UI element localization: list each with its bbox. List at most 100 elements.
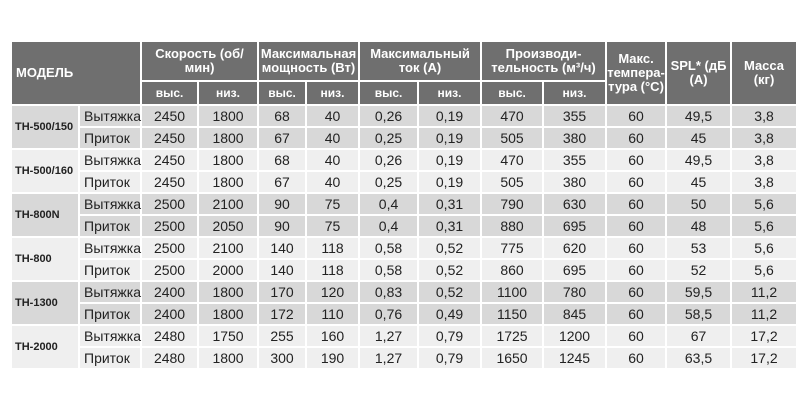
table-row: ТН-800 Вытяжка 2500 2100 140 118 0,58 0,52 775 62… [10, 236, 799, 282]
model-name: ТН-500/160 [10, 148, 80, 194]
value-cell: 630 [542, 192, 608, 216]
value-cell: 845 [542, 302, 608, 326]
value-cell: 68 [257, 148, 308, 172]
value-cell: 0,83 [358, 280, 420, 304]
mode-type: Приток [77, 126, 143, 150]
value-cell: 3,8 [730, 170, 799, 194]
value-cell: 1800 [197, 346, 260, 370]
value-cell: 1150 [480, 302, 545, 326]
specs-table: МОДЕЛЬ Скорость (об/мин) Максимальная мо… [9, 40, 799, 370]
value-cell: 0,76 [358, 302, 420, 326]
table-row: Приток 2450 1800 67 40 0,25 0,19 505 380 60 45 3,8 [11, 126, 799, 150]
value-cell: 1800 [197, 148, 260, 172]
value-cell: 68 [257, 104, 308, 128]
value-cell: 470 [480, 104, 545, 128]
value-cell: 60 [605, 236, 668, 260]
value-cell: 40 [305, 104, 361, 128]
table-row: ТН-800N Вытяжка 2500 2100 90 75 0,4 0,31 790 630 6… [10, 192, 799, 238]
value-cell: 355 [542, 148, 608, 172]
mode-type: Приток [77, 302, 143, 326]
value-cell: 140 [257, 258, 308, 282]
value-cell: 2480 [140, 324, 200, 348]
value-cell: 60 [605, 302, 668, 326]
value-cell: 695 [542, 258, 608, 282]
value-cell: 50 [665, 192, 733, 216]
value-cell: 2100 [197, 192, 260, 216]
value-cell: 0,19 [417, 148, 483, 172]
value-cell: 67 [257, 126, 308, 150]
value-cell: 1800 [197, 170, 260, 194]
header-spl: SPL* (дБ (А) [665, 40, 733, 106]
header-model: МОДЕЛЬ [9, 40, 143, 106]
value-cell: 775 [480, 236, 545, 260]
value-cell: 67 [257, 170, 308, 194]
value-cell: 0,19 [417, 104, 483, 128]
mode-type: Приток [77, 170, 143, 194]
value-cell: 45 [665, 126, 733, 150]
header-mass: Масса (кг) [730, 40, 799, 106]
value-cell: 40 [305, 126, 361, 150]
value-cell: 0,79 [417, 324, 483, 348]
value-cell: 380 [542, 126, 608, 150]
value-cell: 0,25 [358, 126, 420, 150]
value-cell: 120 [305, 280, 361, 304]
value-cell: 0,26 [358, 104, 420, 128]
value-cell: 2450 [140, 126, 200, 150]
value-cell: 0,52 [417, 236, 483, 260]
value-cell: 190 [305, 346, 361, 370]
header-capacity-lo: низ. [542, 80, 608, 106]
table-row: Приток 2400 1800 172 110 0,76 0,49 1150 845 60 58,… [11, 302, 799, 326]
value-cell: 75 [305, 214, 361, 238]
value-cell: 1100 [480, 280, 545, 304]
value-cell: 5,6 [730, 258, 799, 282]
value-cell: 140 [257, 236, 308, 260]
value-cell: 160 [305, 324, 361, 348]
value-cell: 1650 [480, 346, 545, 370]
value-cell: 1725 [480, 324, 545, 348]
table-row: ТН-500/150 Вытяжка 2450 1800 68 40 0,26 0,19 470… [10, 104, 799, 150]
value-cell: 1800 [197, 126, 260, 150]
value-cell: 60 [605, 104, 668, 128]
mode-type: Вытяжка [77, 324, 143, 348]
value-cell: 2500 [140, 214, 200, 238]
value-cell: 11,2 [730, 302, 799, 326]
value-cell: 17,2 [730, 324, 799, 348]
value-cell: 355 [542, 104, 608, 128]
table-row: Приток 2450 1800 67 40 0,25 0,19 505 380 60 45 3,8 [11, 170, 799, 194]
mode-type: Приток [77, 346, 143, 370]
value-cell: 5,6 [730, 214, 799, 238]
value-cell: 58,5 [665, 302, 733, 326]
value-cell: 2500 [140, 192, 200, 216]
header-current: Максимальный ток (А) [358, 40, 483, 82]
table-body: ТН-500/150 Вытяжка 2450 1800 68 40 0,26 0,19 470… [10, 104, 799, 370]
table-row: Приток 2500 2000 140 118 0,58 0,52 860 695 60 52 5,… [11, 258, 799, 282]
value-cell: 1800 [197, 280, 260, 304]
value-cell: 60 [605, 346, 668, 370]
value-cell: 2500 [140, 236, 200, 260]
value-cell: 3,8 [730, 148, 799, 172]
model-name: ТН-800 [10, 236, 80, 282]
header-power-hi: выс. [257, 80, 308, 106]
value-cell: 780 [542, 280, 608, 304]
value-cell: 172 [257, 302, 308, 326]
table-row: Приток 2500 2050 90 75 0,4 0,31 880 695 60 48 5,6 [11, 214, 799, 238]
value-cell: 380 [542, 170, 608, 194]
mode-type: Вытяжка [77, 280, 143, 304]
value-cell: 2100 [197, 236, 260, 260]
value-cell: 695 [542, 214, 608, 238]
value-cell: 2450 [140, 148, 200, 172]
value-cell: 0,31 [417, 192, 483, 216]
header-capacity: Производи-тельность (м³/ч) [480, 40, 608, 82]
value-cell: 0,49 [417, 302, 483, 326]
value-cell: 60 [605, 258, 668, 282]
value-cell: 1,27 [358, 324, 420, 348]
value-cell: 0,79 [417, 346, 483, 370]
value-cell: 60 [605, 280, 668, 304]
value-cell: 110 [305, 302, 361, 326]
model-name: ТН-500/150 [10, 104, 80, 150]
table-row: ТН-1300 Вытяжка 2400 1800 170 120 0,83 0,52 1100… [10, 280, 799, 326]
value-cell: 2400 [140, 280, 200, 304]
value-cell: 0,52 [417, 258, 483, 282]
value-cell: 1,27 [358, 346, 420, 370]
value-cell: 620 [542, 236, 608, 260]
